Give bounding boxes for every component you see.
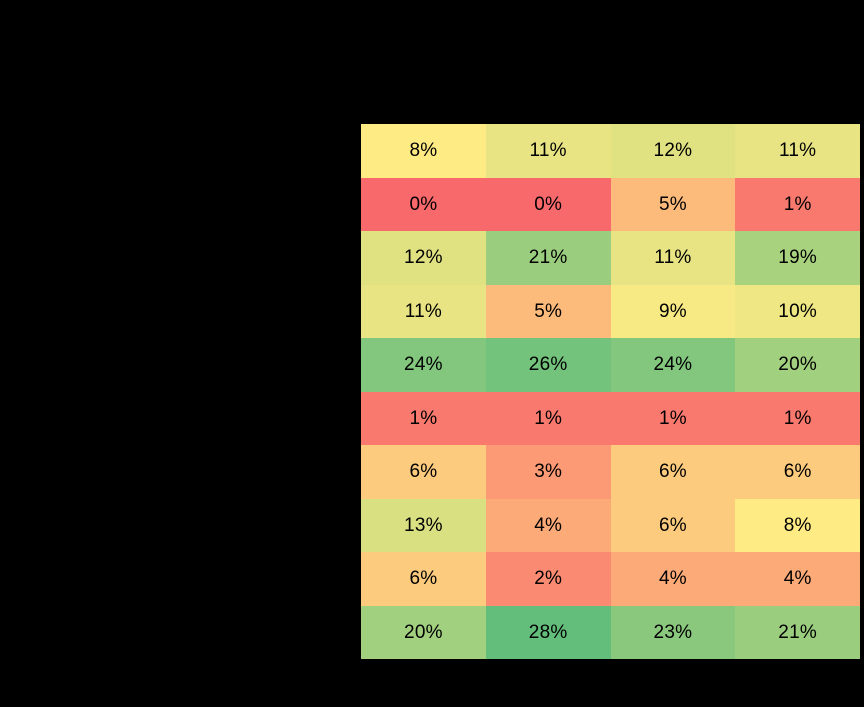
heatmap-cell: 5% xyxy=(610,177,736,231)
heatmap-cell: 0% xyxy=(361,177,486,231)
heatmap-cell: 13% xyxy=(361,498,486,552)
heatmap-cell: 23% xyxy=(610,605,736,659)
heatmap-cell: 6% xyxy=(361,552,486,606)
heatmap-cell: 6% xyxy=(610,445,736,499)
heatmap-cell: 1% xyxy=(610,391,736,445)
heatmap-cell: 4% xyxy=(735,552,860,606)
heatmap-cell: 12% xyxy=(361,231,486,285)
heatmap-grid: 8% 11% 12% 11% 0% 0% 5% 1% 12% 21% 11% 19% 11% 5% 9% 10… xyxy=(361,124,860,659)
heatmap-cell: 4% xyxy=(485,498,611,552)
heatmap-cell: 20% xyxy=(361,605,486,659)
heatmap-cell: 24% xyxy=(361,338,486,392)
heatmap-cell: 9% xyxy=(610,284,736,338)
heatmap-cell: 11% xyxy=(610,231,736,285)
heatmap-cell: 21% xyxy=(735,605,860,659)
heatmap-cell: 28% xyxy=(485,605,611,659)
heatmap-cell: 1% xyxy=(735,177,860,231)
heatmap-cell: 10% xyxy=(735,284,860,338)
heatmap-cell: 11% xyxy=(735,124,860,178)
heatmap-cell: 6% xyxy=(610,498,736,552)
heatmap-cell: 8% xyxy=(361,124,486,178)
heatmap-cell: 11% xyxy=(361,284,486,338)
heatmap-cell: 19% xyxy=(735,231,860,285)
heatmap-cell: 21% xyxy=(485,231,611,285)
heatmap-cell: 4% xyxy=(610,552,736,606)
heatmap-cell: 26% xyxy=(485,338,611,392)
heatmap-cell: 24% xyxy=(610,338,736,392)
heatmap-cell: 11% xyxy=(485,124,611,178)
heatmap-cell: 12% xyxy=(610,124,736,178)
heatmap-cell: 3% xyxy=(485,445,611,499)
heatmap-cell: 1% xyxy=(735,391,860,445)
heatmap-cell: 6% xyxy=(735,445,860,499)
heatmap-cell: 1% xyxy=(485,391,611,445)
heatmap-cell: 1% xyxy=(361,391,486,445)
heatmap-cell: 8% xyxy=(735,498,860,552)
heatmap-cell: 20% xyxy=(735,338,860,392)
heatmap-cell: 2% xyxy=(485,552,611,606)
heatmap-cell: 0% xyxy=(485,177,611,231)
heatmap-cell: 6% xyxy=(361,445,486,499)
heatmap-cell: 5% xyxy=(485,284,611,338)
